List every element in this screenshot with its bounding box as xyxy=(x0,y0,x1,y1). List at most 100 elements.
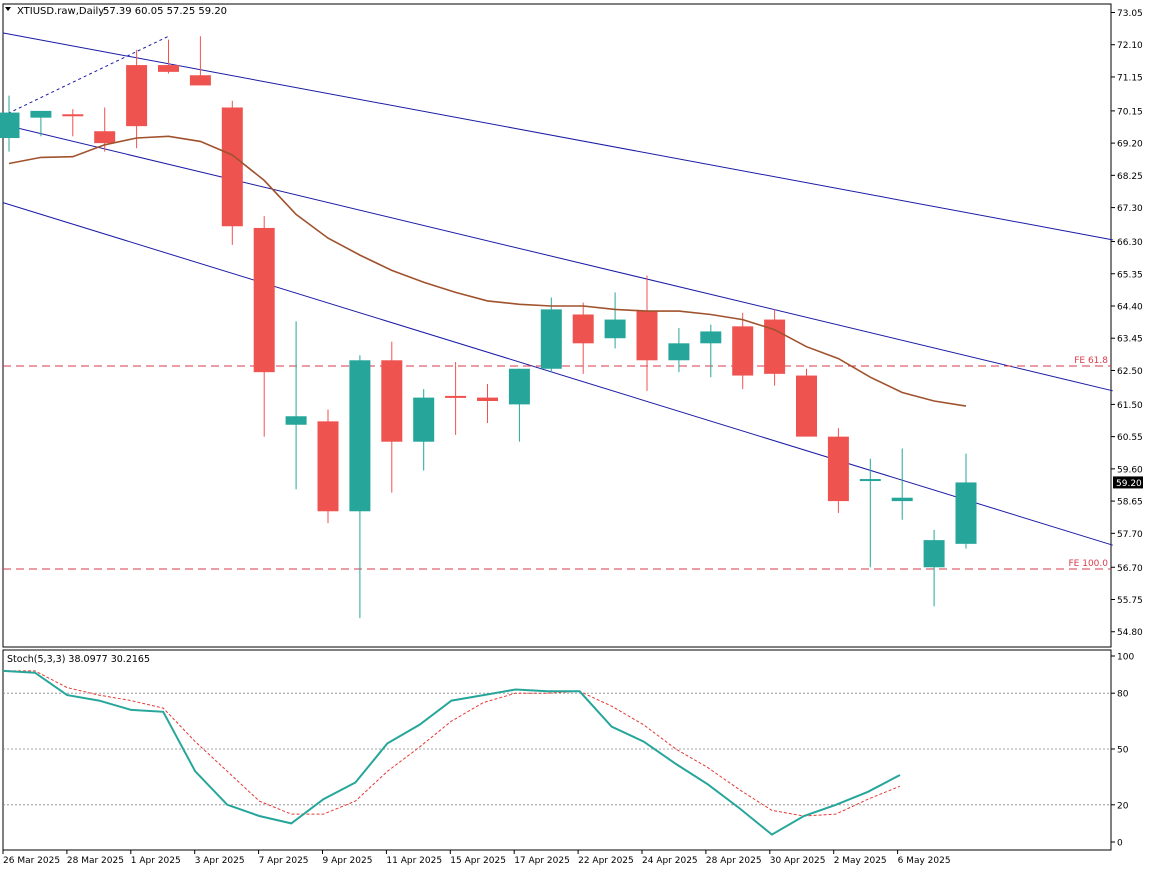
price-tick-label: 69.20 xyxy=(1117,140,1143,150)
candle-body xyxy=(859,479,881,482)
candle-body xyxy=(94,131,116,144)
candle-body xyxy=(604,319,626,339)
main-panel-frame xyxy=(2,3,1112,648)
stoch-tick-label: 80 xyxy=(1117,690,1129,700)
candle-body xyxy=(540,309,562,369)
time-tick-label: 26 Mar 2025 xyxy=(3,856,60,866)
candle-body xyxy=(158,65,179,72)
time-tick-label: 6 May 2025 xyxy=(898,856,951,866)
candle xyxy=(923,529,945,607)
candle xyxy=(253,216,275,437)
main-chart-panel: 73.05 72.10 71.15 70.15 69.20 68.25 67.30 66.30… xyxy=(0,3,1143,648)
time-tick-label: 28 Mar 2025 xyxy=(67,856,124,866)
time-tick-label: 17 Apr 2025 xyxy=(514,856,570,866)
dropdown-triangle-icon[interactable] xyxy=(5,7,11,11)
price-tick-label: 64.40 xyxy=(1117,302,1143,312)
candle-body xyxy=(477,397,498,401)
stoch-tick-label: 0 xyxy=(1117,839,1123,849)
candle-body xyxy=(827,436,849,502)
candle-body xyxy=(796,375,817,437)
candle-body xyxy=(349,360,371,512)
candle-body xyxy=(413,397,435,442)
stoch-tick-label: 100 xyxy=(1117,653,1134,663)
candle xyxy=(668,328,690,373)
candle-body xyxy=(0,112,20,139)
current-price-badge xyxy=(1113,476,1143,489)
time-tick-label: 24 Apr 2025 xyxy=(642,856,698,866)
candle xyxy=(955,453,977,549)
candle-body xyxy=(317,421,339,512)
candle-body xyxy=(30,110,52,118)
candle xyxy=(221,100,243,245)
price-tick-label: 63.45 xyxy=(1117,335,1143,345)
channel-line-2 xyxy=(2,123,1113,392)
candle xyxy=(604,292,626,349)
candle xyxy=(827,428,849,513)
price-tick-label: 61.50 xyxy=(1117,401,1143,411)
candle xyxy=(508,368,530,442)
candle xyxy=(477,384,498,424)
candle-body xyxy=(285,416,307,425)
candle-body xyxy=(923,540,945,568)
candle-body xyxy=(508,368,530,405)
candle-body xyxy=(189,75,211,86)
price-tick-label: 73.05 xyxy=(1117,9,1143,19)
candle xyxy=(30,110,52,137)
candle xyxy=(0,95,20,152)
candle xyxy=(540,297,562,373)
candle-body xyxy=(126,65,148,127)
time-tick-label: 3 Apr 2025 xyxy=(195,856,245,866)
candle xyxy=(62,109,84,137)
candle-body xyxy=(221,107,243,227)
current-price-label: 59.20 xyxy=(1116,479,1142,489)
price-tick-label: 60.55 xyxy=(1117,433,1143,443)
price-tick-label: 54.80 xyxy=(1117,628,1143,638)
candle-body xyxy=(381,360,403,442)
candle-body xyxy=(572,314,594,344)
stochastic-panel: 100 80 50 20 0 xyxy=(2,649,1134,851)
time-tick-label: 7 Apr 2025 xyxy=(259,856,309,866)
stoch-tick-label: 20 xyxy=(1117,801,1129,811)
stoch-header-label: Stoch(5,3,3) 38.0977 30.2165 xyxy=(7,654,150,665)
time-tick-label: 2 May 2025 xyxy=(834,856,887,866)
price-tick-label: 57.70 xyxy=(1117,530,1143,540)
candle-body xyxy=(62,114,84,117)
candle xyxy=(126,49,148,149)
price-tick-label: 67.30 xyxy=(1117,204,1143,214)
time-tick-label: 15 Apr 2025 xyxy=(450,856,506,866)
time-tick-label: 22 Apr 2025 xyxy=(578,856,634,866)
price-tick-label: 59.60 xyxy=(1117,465,1143,475)
candle xyxy=(732,312,754,390)
fibo-level-label: FE 100.0 xyxy=(1069,559,1109,569)
candle xyxy=(285,321,307,490)
time-tick-label: 30 Apr 2025 xyxy=(770,856,826,866)
price-tick-label: 70.15 xyxy=(1117,107,1143,117)
channel-line-1 xyxy=(2,32,1113,241)
time-tick-label: 28 Apr 2025 xyxy=(706,856,762,866)
candle xyxy=(413,389,435,471)
candle xyxy=(445,361,467,435)
price-tick-label: 58.65 xyxy=(1117,498,1143,508)
candle xyxy=(891,448,913,520)
candle xyxy=(796,368,817,437)
stoch-panel-frame xyxy=(2,649,1112,851)
price-tick-label: 55.75 xyxy=(1117,596,1143,606)
time-tick-label: 9 Apr 2025 xyxy=(323,856,373,866)
candle-body xyxy=(955,482,977,544)
candle xyxy=(859,458,881,568)
candle xyxy=(381,341,403,493)
price-tick-label: 66.30 xyxy=(1117,238,1143,248)
price-tick-label: 71.15 xyxy=(1117,73,1143,83)
stoch-main-line xyxy=(2,669,901,836)
candle xyxy=(189,36,211,86)
dotted-trend-line xyxy=(2,35,169,117)
price-tick-label: 62.50 xyxy=(1117,367,1143,377)
candle xyxy=(700,324,722,378)
candle-body xyxy=(636,311,658,361)
moving-average-line xyxy=(8,135,967,407)
candle xyxy=(572,302,594,374)
candle xyxy=(349,355,371,619)
chart-header: XTIUSD.raw,Daily 57.39 60.05 57.25 59.20 xyxy=(5,6,227,17)
time-axis: 26 Mar 2025 28 Mar 2025 1 Apr 2025 3 Apr 20… xyxy=(2,850,951,866)
